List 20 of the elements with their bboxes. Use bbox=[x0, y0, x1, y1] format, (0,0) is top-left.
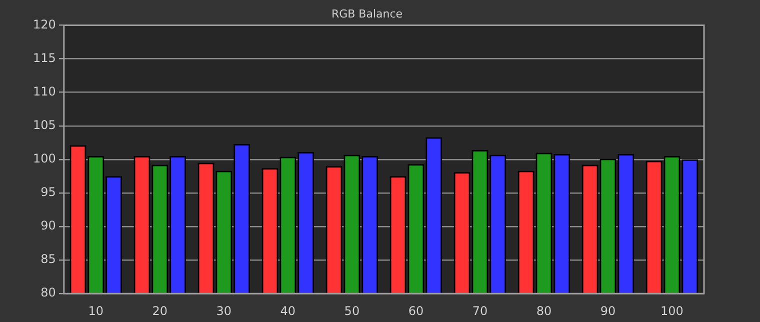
y-tick-label: 90 bbox=[40, 218, 56, 233]
x-tick-label: 20 bbox=[152, 304, 168, 318]
x-tick-label: 30 bbox=[216, 304, 232, 318]
x-tick-label: 80 bbox=[536, 304, 552, 318]
x-tick-label: 60 bbox=[408, 304, 424, 318]
x-tick-label: 50 bbox=[344, 304, 360, 318]
x-tick-label: 90 bbox=[600, 304, 616, 318]
x-tick-label: 40 bbox=[280, 304, 296, 318]
y-tick-label: 115 bbox=[33, 50, 56, 65]
x-tick-label: 70 bbox=[472, 304, 488, 318]
y-tick-label: 105 bbox=[33, 118, 56, 132]
y-tick-label: 110 bbox=[33, 84, 56, 98]
y-tick-label: 85 bbox=[40, 252, 56, 266]
x-tick-label: 100 bbox=[660, 304, 684, 318]
y-tick-label: 80 bbox=[40, 286, 56, 300]
y-tick-label: 120 bbox=[33, 17, 56, 32]
y-tick-label: 95 bbox=[40, 185, 56, 200]
chart-title: RGB Balance bbox=[331, 7, 403, 20]
x-tick-label: 10 bbox=[88, 304, 104, 318]
y-tick-label: 100 bbox=[33, 152, 56, 166]
